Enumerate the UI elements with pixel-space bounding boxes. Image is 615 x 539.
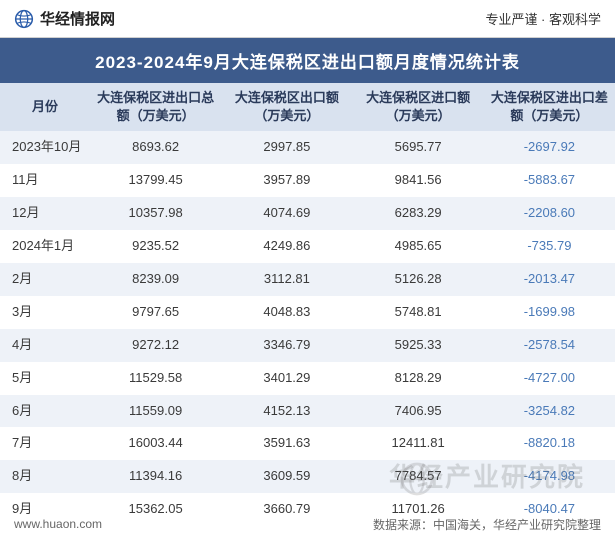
site-url: www.huaon.com bbox=[14, 517, 102, 531]
table-cell: 9797.65 bbox=[90, 296, 221, 329]
table-cell: 10357.98 bbox=[90, 197, 221, 230]
table-cell: -5883.67 bbox=[484, 164, 615, 197]
table-cell: -8820.18 bbox=[484, 427, 615, 460]
table-cell: 3957.89 bbox=[221, 164, 352, 197]
col-header: 月份 bbox=[0, 83, 90, 131]
table-cell: 13799.45 bbox=[90, 164, 221, 197]
table-cell: 6283.29 bbox=[353, 197, 484, 230]
table-cell: 12月 bbox=[0, 197, 90, 230]
table-row: 12月10357.984074.696283.29-2208.60 bbox=[0, 197, 615, 230]
table-cell: 8693.62 bbox=[90, 131, 221, 164]
data-source: 数据来源：中国海关，华经产业研究院整理 bbox=[373, 516, 601, 533]
col-header: 大连保税区进口额（万美元） bbox=[353, 83, 484, 131]
table-cell: 7月 bbox=[0, 427, 90, 460]
table-cell: 2997.85 bbox=[221, 131, 352, 164]
table-cell: 16003.44 bbox=[90, 427, 221, 460]
col-header: 大连保税区进出口总额（万美元） bbox=[90, 83, 221, 131]
table-cell: 3112.81 bbox=[221, 263, 352, 296]
table-cell: -2697.92 bbox=[484, 131, 615, 164]
table-cell: 2023年10月 bbox=[0, 131, 90, 164]
table-cell: 5925.33 bbox=[353, 329, 484, 362]
table-cell: 4152.13 bbox=[221, 395, 352, 428]
table-row: 2024年1月9235.524249.864985.65-735.79 bbox=[0, 230, 615, 263]
table-cell: 2024年1月 bbox=[0, 230, 90, 263]
table-cell: -4174.98 bbox=[484, 460, 615, 493]
table-cell: -4727.00 bbox=[484, 362, 615, 395]
table-cell: 9272.12 bbox=[90, 329, 221, 362]
table-cell: 9235.52 bbox=[90, 230, 221, 263]
table-cell: 3401.29 bbox=[221, 362, 352, 395]
table-cell: 6月 bbox=[0, 395, 90, 428]
table-cell: 11559.09 bbox=[90, 395, 221, 428]
table-cell: 2月 bbox=[0, 263, 90, 296]
header-bar: 华经情报网 专业严谨 · 客观科学 bbox=[0, 0, 615, 38]
table-cell: 3346.79 bbox=[221, 329, 352, 362]
table-cell: 3591.63 bbox=[221, 427, 352, 460]
table-cell: -1699.98 bbox=[484, 296, 615, 329]
table-cell: 5695.77 bbox=[353, 131, 484, 164]
table-cell: 8128.29 bbox=[353, 362, 484, 395]
table-cell: -2013.47 bbox=[484, 263, 615, 296]
tagline: 专业严谨 · 客观科学 bbox=[485, 9, 601, 28]
table-cell: 8月 bbox=[0, 460, 90, 493]
table-row: 4月9272.123346.795925.33-2578.54 bbox=[0, 329, 615, 362]
table-cell: 4249.86 bbox=[221, 230, 352, 263]
table-header: 月份大连保税区进出口总额（万美元）大连保税区出口额（万美元）大连保税区进口额（万… bbox=[0, 83, 615, 131]
table-cell: 9841.56 bbox=[353, 164, 484, 197]
table-cell: 4048.83 bbox=[221, 296, 352, 329]
logo-section: 华经情报网 bbox=[14, 8, 115, 29]
col-header: 大连保税区进出口差额（万美元） bbox=[484, 83, 615, 131]
stats-table: 月份大连保税区进出口总额（万美元）大连保税区出口额（万美元）大连保税区进口额（万… bbox=[0, 83, 615, 526]
table-cell: 5126.28 bbox=[353, 263, 484, 296]
table-row: 11月13799.453957.899841.56-5883.67 bbox=[0, 164, 615, 197]
table-cell: 3609.59 bbox=[221, 460, 352, 493]
table-cell: 11529.58 bbox=[90, 362, 221, 395]
table-row: 6月11559.094152.137406.95-3254.82 bbox=[0, 395, 615, 428]
table-cell: 5月 bbox=[0, 362, 90, 395]
table-cell: 7406.95 bbox=[353, 395, 484, 428]
table-cell: 4月 bbox=[0, 329, 90, 362]
table-title: 2023-2024年9月大连保税区进出口额月度情况统计表 bbox=[0, 38, 615, 83]
table-cell: 7784.57 bbox=[353, 460, 484, 493]
table-cell: 11394.16 bbox=[90, 460, 221, 493]
table-row: 8月11394.163609.597784.57-4174.98 bbox=[0, 460, 615, 493]
table-row: 7月16003.443591.6312411.81-8820.18 bbox=[0, 427, 615, 460]
table-cell: -2578.54 bbox=[484, 329, 615, 362]
table-cell: 11月 bbox=[0, 164, 90, 197]
table-cell: 5748.81 bbox=[353, 296, 484, 329]
table-row: 5月11529.583401.298128.29-4727.00 bbox=[0, 362, 615, 395]
table-row: 2月8239.093112.815126.28-2013.47 bbox=[0, 263, 615, 296]
table-row: 2023年10月8693.622997.855695.77-2697.92 bbox=[0, 131, 615, 164]
table-row: 3月9797.654048.835748.81-1699.98 bbox=[0, 296, 615, 329]
table-cell: 8239.09 bbox=[90, 263, 221, 296]
footer-bar: www.huaon.com 数据来源：中国海关，华经产业研究院整理 bbox=[0, 509, 615, 539]
table-cell: 4985.65 bbox=[353, 230, 484, 263]
col-header: 大连保税区出口额（万美元） bbox=[221, 83, 352, 131]
table-cell: 4074.69 bbox=[221, 197, 352, 230]
table-cell: 12411.81 bbox=[353, 427, 484, 460]
table-cell: 3月 bbox=[0, 296, 90, 329]
table-body: 2023年10月8693.622997.855695.77-2697.9211月… bbox=[0, 131, 615, 526]
table-cell: -3254.82 bbox=[484, 395, 615, 428]
site-name: 华经情报网 bbox=[40, 8, 115, 29]
table-cell: -735.79 bbox=[484, 230, 615, 263]
globe-logo-icon bbox=[14, 9, 34, 29]
table-cell: -2208.60 bbox=[484, 197, 615, 230]
